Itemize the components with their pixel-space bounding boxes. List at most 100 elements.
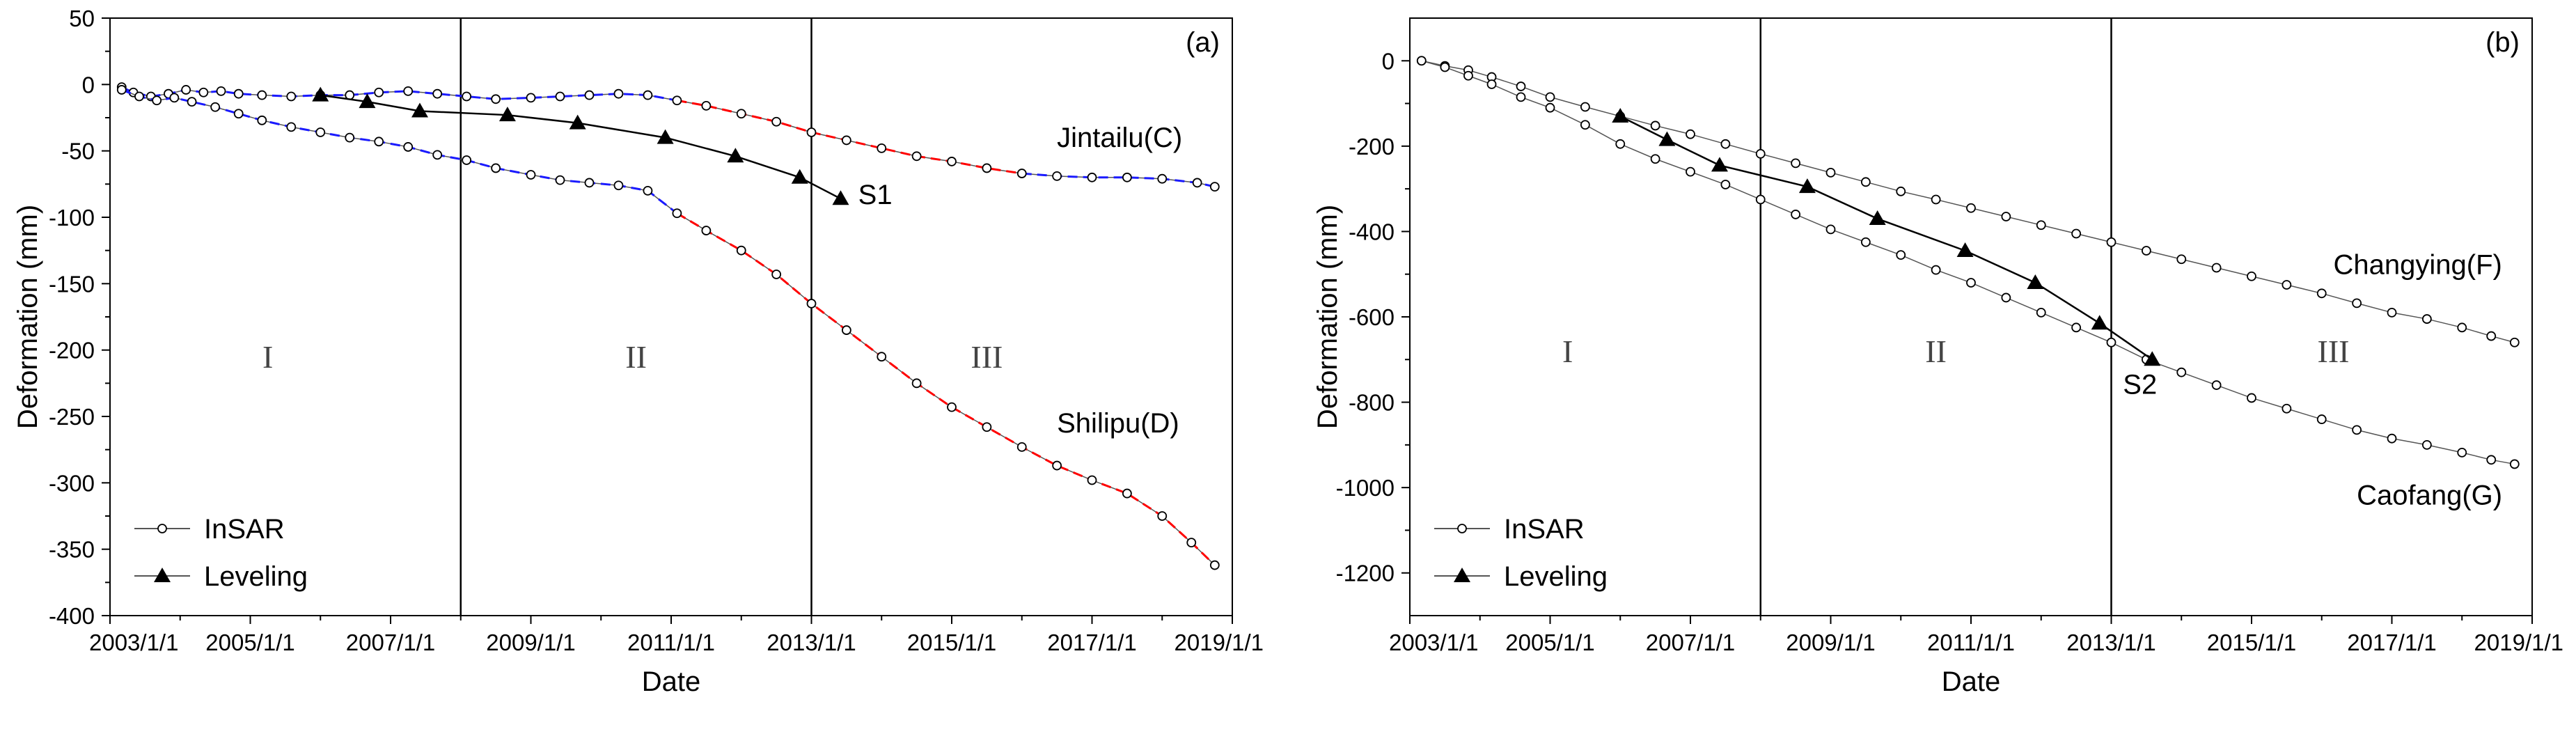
insar-point (286, 91, 297, 102)
insar-point (2247, 393, 2256, 403)
insar-point (672, 95, 682, 106)
y-tick-label: 0 (1382, 48, 1395, 74)
leveling-point (1658, 131, 1676, 146)
insar-point (947, 402, 957, 412)
insar-point (2457, 322, 2467, 333)
series-annotation: Jintailu(C) (1057, 123, 1182, 153)
x-tick-label: 2017/1/1 (2347, 630, 2436, 655)
legend-label: Leveling (1504, 561, 1608, 592)
leveling-point (312, 86, 329, 102)
insar-point (555, 175, 565, 185)
leveling-point (1711, 157, 1728, 172)
insar-point (841, 135, 851, 146)
series-annotation: Changying(F) (2334, 250, 2502, 281)
x-tick-label: 2013/1/1 (2066, 630, 2155, 655)
insar-point (1860, 177, 1871, 187)
insar-point (1516, 92, 1526, 102)
series-annotation: Shilipu(D) (1057, 408, 1179, 439)
period-label: II (1925, 334, 1947, 369)
insar-point (2387, 307, 2397, 318)
insar-point (1931, 194, 1941, 205)
insar-point (2036, 220, 2046, 231)
insar-point (2316, 288, 2327, 299)
insar-point (982, 422, 992, 432)
chart-panel-b: 2003/1/1 2005/1/1 2007/1/1 2009/1/1 2011/1/1… (1312, 17, 2563, 697)
insar-point (1545, 92, 1555, 102)
insar-point (806, 127, 817, 137)
insar-point (1416, 56, 1427, 66)
period-label: I (262, 339, 273, 375)
insar-point (2071, 228, 2082, 239)
insar-point (1755, 194, 1766, 205)
legend-triangle-marker (1454, 568, 1470, 582)
insar-point (1615, 139, 1626, 149)
series-jintailu-c (116, 82, 1220, 192)
insar-point (736, 245, 746, 256)
insar-point (1486, 79, 1497, 89)
insar-point (2486, 455, 2497, 465)
insar-point (947, 157, 957, 166)
insar-point (134, 91, 144, 102)
insar-point (1896, 250, 1906, 260)
insar-point (1192, 178, 1202, 188)
insar-point (672, 208, 682, 219)
insar-point (584, 90, 595, 100)
insar-point (2421, 314, 2432, 324)
y-tick-label: -200 (1349, 134, 1395, 159)
insar-point (2176, 254, 2187, 265)
y-axis-title: Deformation (mm) (1312, 205, 1343, 429)
insar-point (771, 116, 782, 127)
insar-point (643, 185, 653, 196)
period-label: I (1562, 334, 1573, 369)
insar-point (2486, 331, 2497, 341)
insar-point (2457, 447, 2467, 458)
chart-panel-a: 2003/1/1 2005/1/1 2007/1/1 2009/1/1 2011/1/1… (13, 6, 1264, 697)
y-tick-label: -200 (49, 338, 95, 364)
x-tick-label: 2003/1/1 (1389, 630, 1478, 655)
insar-point (1052, 460, 1062, 471)
insar-point (1720, 180, 1731, 189)
x-axis-title: Date (1942, 666, 2001, 697)
insar-point (1186, 538, 1197, 548)
leveling-point (657, 129, 674, 144)
insar-point (2211, 263, 2222, 273)
insar-point (1791, 158, 1801, 169)
y-axis-title: Deformation (mm) (13, 205, 43, 429)
leveling-point (411, 102, 428, 118)
insar-point (1896, 186, 1906, 196)
insar-point (216, 86, 226, 96)
leveling-point (1956, 242, 1974, 258)
y-tick-label: 50 (69, 6, 95, 31)
insar-point (403, 142, 414, 152)
insar-point (2509, 337, 2520, 348)
insar-point (2211, 380, 2222, 390)
period-label: III (2318, 334, 2350, 369)
insar-point (491, 163, 501, 173)
legend-triangle-marker (154, 568, 171, 582)
insar-point (1087, 172, 1097, 182)
series-line (1619, 115, 2153, 361)
x-tick-label: 2011/1/1 (1927, 630, 2015, 655)
insar-point (1122, 172, 1132, 182)
legend-label: Leveling (204, 561, 308, 592)
insar-point (1966, 278, 1976, 288)
insar-point (1966, 203, 1976, 213)
insar-point (403, 86, 414, 96)
period-label: II (625, 339, 647, 375)
x-tick-label: 2019/1/1 (2474, 630, 2563, 655)
x-tick-label: 2007/1/1 (346, 630, 435, 655)
y-tick-label: -300 (49, 470, 95, 496)
insar-point (1087, 475, 1097, 485)
insar-point (374, 136, 384, 147)
insar-point (1931, 265, 1941, 275)
series-line (121, 89, 1216, 566)
insar-point (1825, 224, 1836, 235)
series-changying-f (1416, 56, 2520, 348)
leveling-point (359, 93, 376, 109)
insar-point (1580, 102, 1590, 112)
insar-point (1755, 148, 1766, 159)
y-tick-label: 0 (82, 72, 95, 97)
insar-point (1157, 511, 1168, 521)
insar-point (1016, 442, 1027, 452)
